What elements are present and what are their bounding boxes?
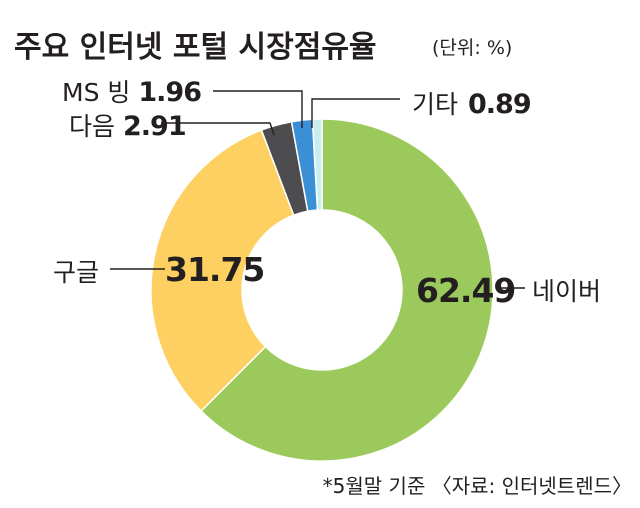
slice-0 xyxy=(200,118,494,462)
slice-value-0: 62.49 xyxy=(416,271,515,310)
slice-name-3: MS 빙 xyxy=(62,78,130,107)
labels-group: 네이버 62.49 구글 31.75 다음 2.91 MS 빙 1.96 기타 0.89 xyxy=(53,77,601,310)
slice-name-2: 다음 xyxy=(69,112,115,141)
slice-value-2: 2.91 xyxy=(123,111,186,142)
slice-value-1: 31.75 xyxy=(165,250,264,289)
slice-name-4: 기타 xyxy=(412,90,458,119)
chart-title: 주요 인터넷 포털 시장점유율 xyxy=(14,30,377,65)
footnote: *5월말 기준 〈자료: 인터넷트렌드〉 xyxy=(323,474,632,498)
slice-4 xyxy=(311,118,323,211)
slice-name-1: 구글 xyxy=(53,258,99,287)
slice-value-3: 1.96 xyxy=(138,77,201,108)
leader-line-4 xyxy=(311,98,400,128)
slice-name-0: 네이버 xyxy=(532,277,601,306)
unit-note: (단위: %) xyxy=(432,37,512,59)
slices-group xyxy=(150,118,494,462)
leader-line-3 xyxy=(213,90,303,128)
slice-value-4: 0.89 xyxy=(468,89,531,120)
leader-line-2 xyxy=(161,122,275,136)
slice-1 xyxy=(150,129,295,413)
